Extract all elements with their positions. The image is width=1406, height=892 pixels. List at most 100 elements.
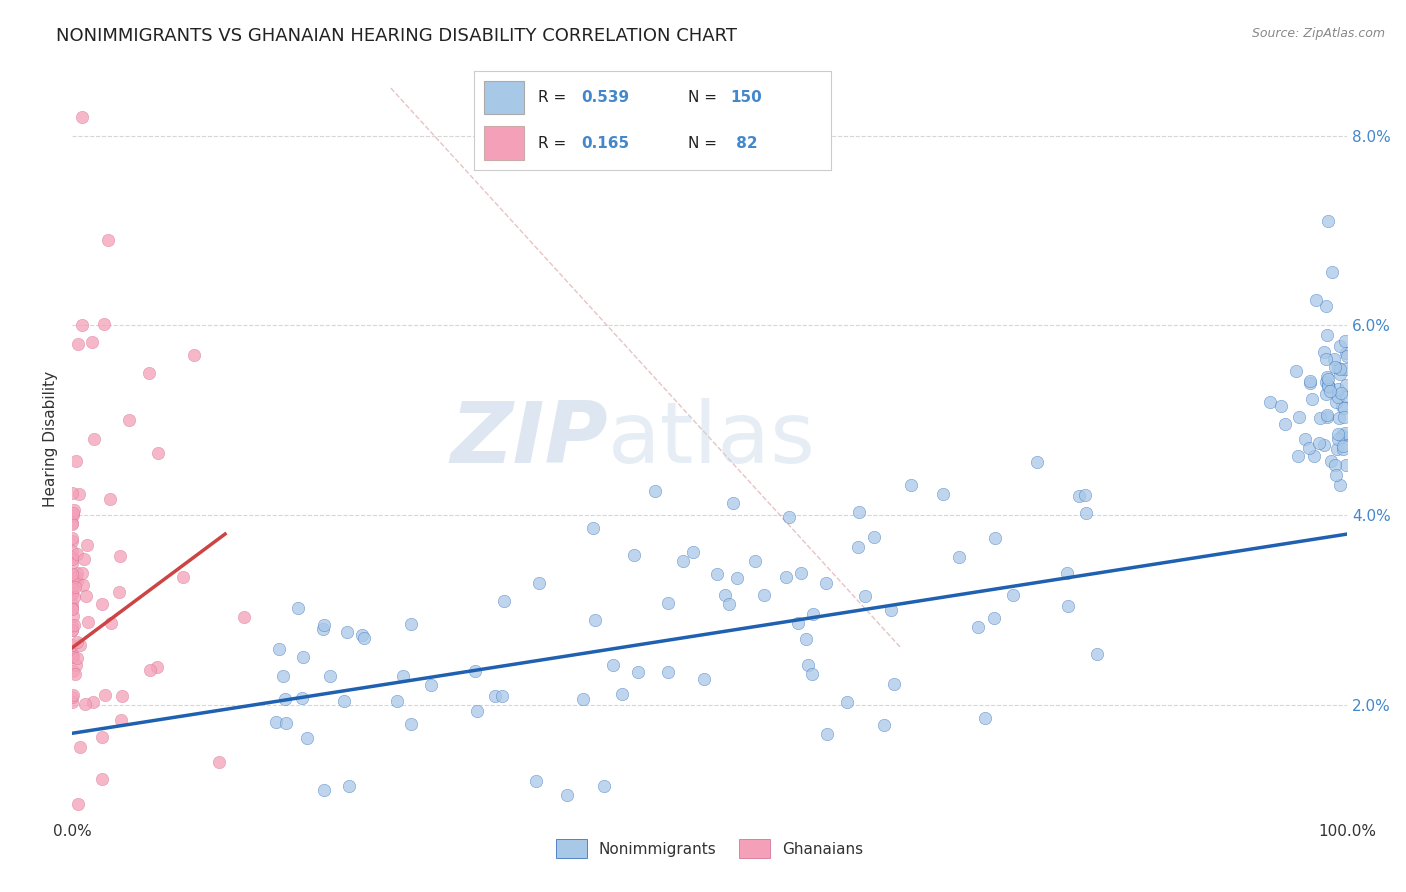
- Point: [274, 715, 297, 730]
- Point: [1319, 454, 1341, 468]
- Point: [794, 632, 817, 646]
- Point: [274, 692, 297, 706]
- Point: [801, 607, 824, 621]
- Point: [60, 602, 83, 616]
- Point: [66, 651, 89, 665]
- Point: [1331, 428, 1354, 442]
- Point: [714, 588, 737, 602]
- Point: [93, 688, 115, 702]
- Point: [312, 783, 335, 797]
- Point: [108, 549, 131, 564]
- Point: [62, 608, 84, 623]
- Point: [1323, 352, 1346, 367]
- Point: [465, 704, 488, 718]
- Point: [1330, 385, 1353, 400]
- Point: [91, 598, 114, 612]
- Point: [67, 486, 90, 500]
- Point: [62, 502, 84, 516]
- Text: atlas: atlas: [607, 398, 815, 481]
- Point: [60, 623, 83, 637]
- Point: [60, 623, 83, 637]
- Point: [1056, 566, 1078, 581]
- Point: [60, 544, 83, 558]
- Point: [77, 615, 100, 629]
- Point: [815, 575, 838, 590]
- Point: [1324, 395, 1347, 409]
- Text: Source: ZipAtlas.com: Source: ZipAtlas.com: [1251, 27, 1385, 40]
- Point: [1299, 374, 1322, 388]
- Point: [1334, 346, 1357, 360]
- Point: [1312, 345, 1334, 359]
- Point: [60, 586, 83, 600]
- Point: [1260, 395, 1282, 409]
- Point: [524, 774, 547, 789]
- Point: [66, 547, 89, 561]
- Point: [1329, 367, 1351, 381]
- Point: [66, 574, 89, 589]
- Point: [62, 508, 84, 523]
- Point: [1333, 401, 1355, 416]
- Point: [138, 663, 160, 677]
- Point: [1329, 477, 1351, 491]
- Point: [67, 797, 90, 811]
- Point: [67, 337, 90, 351]
- Point: [1073, 488, 1095, 502]
- Point: [93, 317, 115, 331]
- Point: [60, 587, 83, 601]
- Point: [62, 617, 84, 632]
- Point: [1316, 327, 1339, 342]
- Point: [880, 603, 903, 617]
- Point: [572, 691, 595, 706]
- Point: [118, 413, 141, 427]
- Point: [725, 571, 748, 585]
- Point: [1274, 417, 1296, 431]
- Point: [60, 638, 83, 652]
- Point: [1319, 384, 1341, 399]
- Point: [1334, 334, 1357, 349]
- Point: [1326, 382, 1348, 396]
- Point: [1324, 467, 1347, 482]
- Point: [779, 510, 801, 524]
- Point: [1317, 379, 1340, 393]
- Point: [100, 492, 122, 507]
- Point: [1317, 377, 1340, 392]
- Point: [1316, 408, 1339, 422]
- Point: [657, 596, 679, 610]
- Point: [336, 625, 359, 640]
- Point: [69, 639, 91, 653]
- Point: [60, 597, 83, 611]
- Point: [853, 589, 876, 603]
- Point: [60, 572, 83, 586]
- Point: [1025, 455, 1047, 469]
- Point: [138, 366, 160, 380]
- Point: [75, 589, 97, 603]
- Point: [1331, 400, 1354, 414]
- Point: [60, 486, 83, 500]
- Point: [1330, 430, 1353, 444]
- Point: [107, 585, 129, 599]
- Point: [1329, 339, 1351, 353]
- Point: [75, 697, 97, 711]
- Point: [70, 318, 93, 333]
- Point: [76, 538, 98, 552]
- Point: [352, 627, 374, 641]
- Point: [1334, 378, 1357, 392]
- Point: [339, 780, 361, 794]
- Point: [1333, 361, 1355, 376]
- Point: [63, 667, 86, 681]
- Point: [682, 545, 704, 559]
- Point: [419, 678, 441, 692]
- Point: [718, 597, 741, 611]
- Point: [60, 619, 83, 633]
- Point: [1317, 379, 1340, 393]
- Point: [111, 690, 134, 704]
- Point: [1308, 436, 1330, 450]
- Point: [1327, 410, 1350, 425]
- Point: [846, 541, 869, 555]
- Point: [1333, 426, 1355, 441]
- Y-axis label: Hearing Disability: Hearing Disability: [44, 371, 58, 508]
- Point: [60, 531, 83, 545]
- Point: [1316, 372, 1339, 386]
- Point: [80, 334, 103, 349]
- Legend: Nonimmigrants, Ghanaians: Nonimmigrants, Ghanaians: [550, 833, 869, 864]
